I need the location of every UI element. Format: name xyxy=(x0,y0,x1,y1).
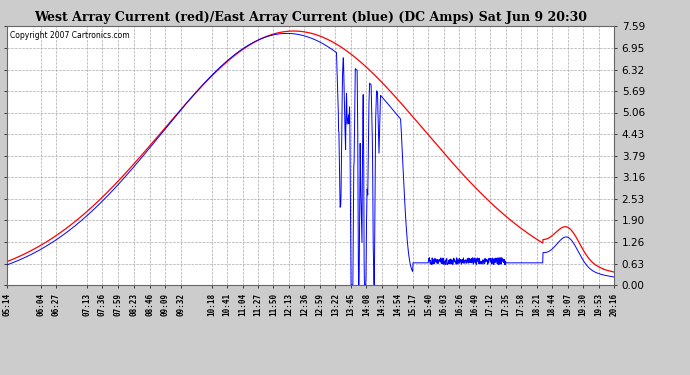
Title: West Array Current (red)/East Array Current (blue) (DC Amps) Sat Jun 9 20:30: West Array Current (red)/East Array Curr… xyxy=(34,11,587,24)
Text: Copyright 2007 Cartronics.com: Copyright 2007 Cartronics.com xyxy=(10,32,130,40)
